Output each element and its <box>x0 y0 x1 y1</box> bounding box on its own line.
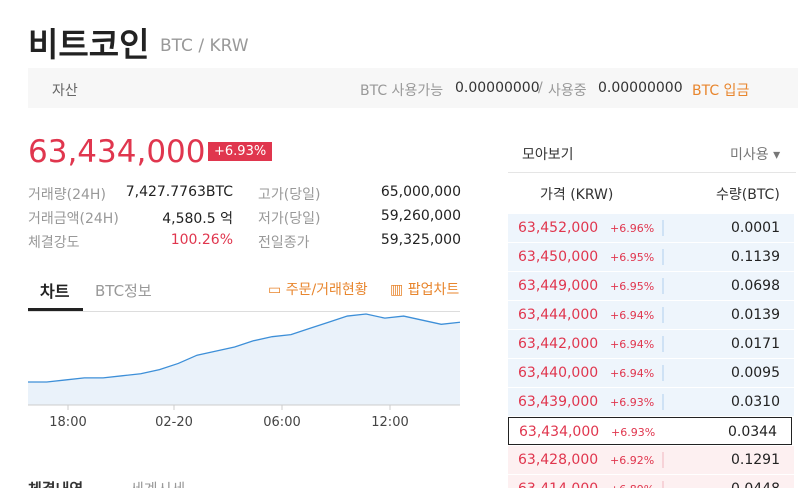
stat: 거래량(24H) <box>28 187 106 203</box>
stat: 저가(당일) <box>258 211 321 227</box>
ob-row: 63,428,000 +6.92% 0.1291 <box>508 446 794 474</box>
deposit-link[interactable]: BTC 입금 <box>692 83 750 99</box>
ob-mode[interactable]: 미사용 ▾ <box>730 147 781 163</box>
bottom-tab[interactable]: 세계시세 <box>130 478 185 488</box>
ob-qty: 0.0448 <box>731 481 780 488</box>
ob-change: +6.96% <box>610 222 655 235</box>
available-label: BTC 사용가능 <box>360 83 444 99</box>
coin-title: 비트코인 <box>28 25 150 64</box>
ob-price: 63,444,000 <box>518 307 599 323</box>
ob-change: +6.92% <box>610 454 655 467</box>
stat: 59,260,000 <box>380 208 461 224</box>
ob-bar <box>662 452 664 468</box>
current-price: 63,434,000 <box>28 134 206 170</box>
ob-bar <box>662 394 664 410</box>
ob-change: +6.93% <box>610 396 655 409</box>
ob-bar <box>662 220 664 236</box>
stat: 체결강도 <box>28 235 80 251</box>
ob-row: 63,444,000 +6.94% 0.0139 <box>508 301 794 329</box>
ob-bar <box>662 481 664 488</box>
ob-bar <box>662 336 664 352</box>
ob-bar <box>662 365 664 381</box>
ob-change: +6.95% <box>610 280 655 293</box>
stat: 전일종가 <box>258 235 310 251</box>
ob-change: +6.93% <box>611 426 656 439</box>
ob-bar <box>662 307 664 323</box>
popup-link[interactable]: ▥ 팝업차트 <box>390 282 460 298</box>
ob-qty: 0.0698 <box>731 278 780 294</box>
ob-row: 63,452,000 +6.96% 0.0001 <box>508 214 794 242</box>
popup-text: 팝업차트 <box>407 282 460 298</box>
in-use: 0.00000000 <box>598 80 683 96</box>
divider <box>508 172 796 173</box>
ob-qty: 0.0171 <box>731 336 780 352</box>
ob-qty: 0.1139 <box>731 249 780 265</box>
ob-row: 63,450,000 +6.95% 0.1139 <box>508 243 794 271</box>
x-tick-label: 12:00 <box>371 415 408 430</box>
asset-label: 자산 <box>52 83 78 99</box>
pair: BTC / KRW <box>160 36 249 56</box>
ob-change: +6.94% <box>610 309 655 322</box>
ob-header: 가격 (KRW) <box>540 187 614 203</box>
asset-bar <box>28 68 798 108</box>
ob-qty: 0.0344 <box>728 424 777 440</box>
chart-area <box>28 314 460 405</box>
orders-text: 주문/거래현황 <box>285 282 368 298</box>
change-badge: +6.93% <box>208 142 273 161</box>
ob-qty: 0.1291 <box>731 452 780 468</box>
ob-qty: 0.0310 <box>731 394 780 410</box>
ob-price: 63,452,000 <box>518 220 599 236</box>
price-chart: 18:00 02-20 06:00 12:00 <box>28 313 460 430</box>
ob-price: 63,434,000 <box>519 424 600 440</box>
ob-change: +6.95% <box>610 251 655 264</box>
tab-info[interactable]: BTC정보 <box>95 282 152 300</box>
x-tick-label: 06:00 <box>263 415 300 430</box>
ob-row: 63,439,000 +6.93% 0.0310 <box>508 388 794 416</box>
x-tick-label: 18:00 <box>49 415 86 430</box>
ob-change: +6.94% <box>610 338 655 351</box>
ob-price: 63,428,000 <box>518 452 599 468</box>
ob-title: 모아보기 <box>522 147 574 163</box>
ob-row: 63,434,000 +6.93% 0.0344 <box>508 417 792 445</box>
stat: 65,000,000 <box>380 184 461 200</box>
stat: 59,325,000 <box>380 232 461 248</box>
sep: / <box>538 80 543 96</box>
available: 0.00000000 <box>455 80 540 96</box>
ob-price: 63,414,000 <box>518 481 598 488</box>
ob-price: 63,439,000 <box>518 394 599 410</box>
stat: 100.26% <box>170 232 233 248</box>
divider <box>28 311 460 312</box>
ob-row: 63,442,000 +6.94% 0.0171 <box>508 330 794 358</box>
ob-bar <box>662 278 664 294</box>
bottom-tab[interactable]: 체결내역 <box>28 478 83 488</box>
chart-line <box>28 313 460 383</box>
ob-bar <box>662 249 664 265</box>
ob-price: 63,442,000 <box>518 336 599 352</box>
ob-row: 63,440,000 +6.94% 0.0095 <box>508 359 794 387</box>
stat: 거래금액(24H) <box>28 211 119 227</box>
x-tick-label: 02-20 <box>155 415 193 430</box>
ob-qty: 0.0095 <box>731 365 780 381</box>
ob-price: 63,450,000 <box>518 249 599 265</box>
ob-price: 63,449,000 <box>518 278 599 294</box>
stat: 7,427.7763BTC <box>125 184 233 200</box>
stat: 4,580.5 억 <box>162 211 233 227</box>
stat: 고가(당일) <box>258 187 321 203</box>
ob-qty: 0.0001 <box>731 220 780 236</box>
tab-chart[interactable]: 차트 <box>40 282 70 301</box>
orders-link[interactable]: ▭ 주문/거래현황 <box>268 282 368 298</box>
ob-change: +6.94% <box>610 367 655 380</box>
ob-qty: 0.0139 <box>731 307 780 323</box>
ob-change: +6.89% <box>610 483 654 488</box>
ob-row: 63,449,000 +6.95% 0.0698 <box>508 272 794 300</box>
ob-row: 63,414,000 +6.89% 0.0448 <box>508 475 794 488</box>
ob-header: 수량(BTC) <box>716 187 780 203</box>
tab-underline <box>28 308 83 311</box>
in-use-label: 사용중 <box>548 83 587 99</box>
ob-price: 63,440,000 <box>518 365 599 381</box>
